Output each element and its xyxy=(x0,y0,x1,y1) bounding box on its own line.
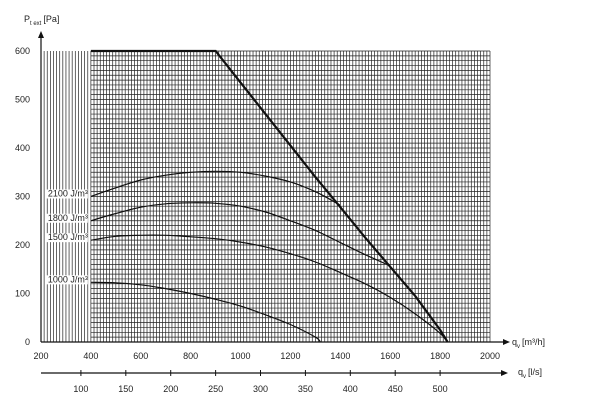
series-label: 1000 J/m³ xyxy=(48,274,88,284)
series-label: 1500 J/m³ xyxy=(48,232,88,242)
x2-tick-label: 150 xyxy=(118,384,133,394)
energy-curve-1 xyxy=(90,170,341,206)
x2-tick-label: 100 xyxy=(73,384,88,394)
x-tick-label: 800 xyxy=(183,351,198,361)
max-pressure-curve xyxy=(90,49,449,343)
y-tick-label: 600 xyxy=(15,46,30,56)
x2-tick-label: 450 xyxy=(388,384,403,394)
y-tick-label: 100 xyxy=(15,289,30,299)
series-label-bg xyxy=(45,213,88,223)
x-tick-label: 600 xyxy=(133,351,148,361)
y-tick-label: 500 xyxy=(15,95,30,105)
x-tick-label: 1000 xyxy=(231,351,251,361)
y-tick-label: 0 xyxy=(25,337,30,347)
y-axis-arrow xyxy=(38,31,44,38)
x-tick-label: 1600 xyxy=(380,351,400,361)
series-label: 1800 J/m³ xyxy=(48,213,88,223)
x-tick-label: 1200 xyxy=(280,351,300,361)
chart-grid xyxy=(40,50,491,343)
x-axis-top-title: qv [m³/h] xyxy=(512,337,545,350)
energy-curve-4 xyxy=(90,281,321,343)
series-label: 2100 J/m³ xyxy=(48,189,88,199)
y-axis-title: Pt ext [Pa] xyxy=(24,14,59,27)
x2-tick-label: 200 xyxy=(163,384,178,394)
x2-tick-label: 500 xyxy=(433,384,448,394)
x-tick-label: 200 xyxy=(33,351,48,361)
x2-tick-label: 400 xyxy=(343,384,358,394)
x2-axis-arrow xyxy=(501,370,508,376)
y-tick-label: 400 xyxy=(15,143,30,153)
energy-curve-2 xyxy=(90,202,391,267)
x-tick-label: 1400 xyxy=(330,351,350,361)
x-axis-bottom-title: qv [l/s] xyxy=(518,367,542,380)
series-label-bg xyxy=(45,233,88,243)
x2-tick-label: 350 xyxy=(298,384,313,394)
x-axis-arrow xyxy=(503,339,510,345)
series-label-bg xyxy=(45,189,88,199)
x2-tick-label: 250 xyxy=(208,384,223,394)
energy-curve-3 xyxy=(90,234,449,343)
series-label-bg xyxy=(45,275,88,285)
chart-series: 2100 J/m³ 1800 J/m³ 1500 J/m³ 1000 J/m³ xyxy=(45,49,449,343)
y-tick-label: 300 xyxy=(15,192,30,202)
x-tick-label: 400 xyxy=(83,351,98,361)
x2-tick-label: 300 xyxy=(253,384,268,394)
x-tick-label: 2000 xyxy=(480,351,500,361)
x-tick-label: 1800 xyxy=(430,351,450,361)
chart-axes: 0 100 200 300 400 500 600 200 400 600 800 1000 1200 1… xyxy=(15,31,510,394)
y-tick-label: 200 xyxy=(15,240,30,250)
